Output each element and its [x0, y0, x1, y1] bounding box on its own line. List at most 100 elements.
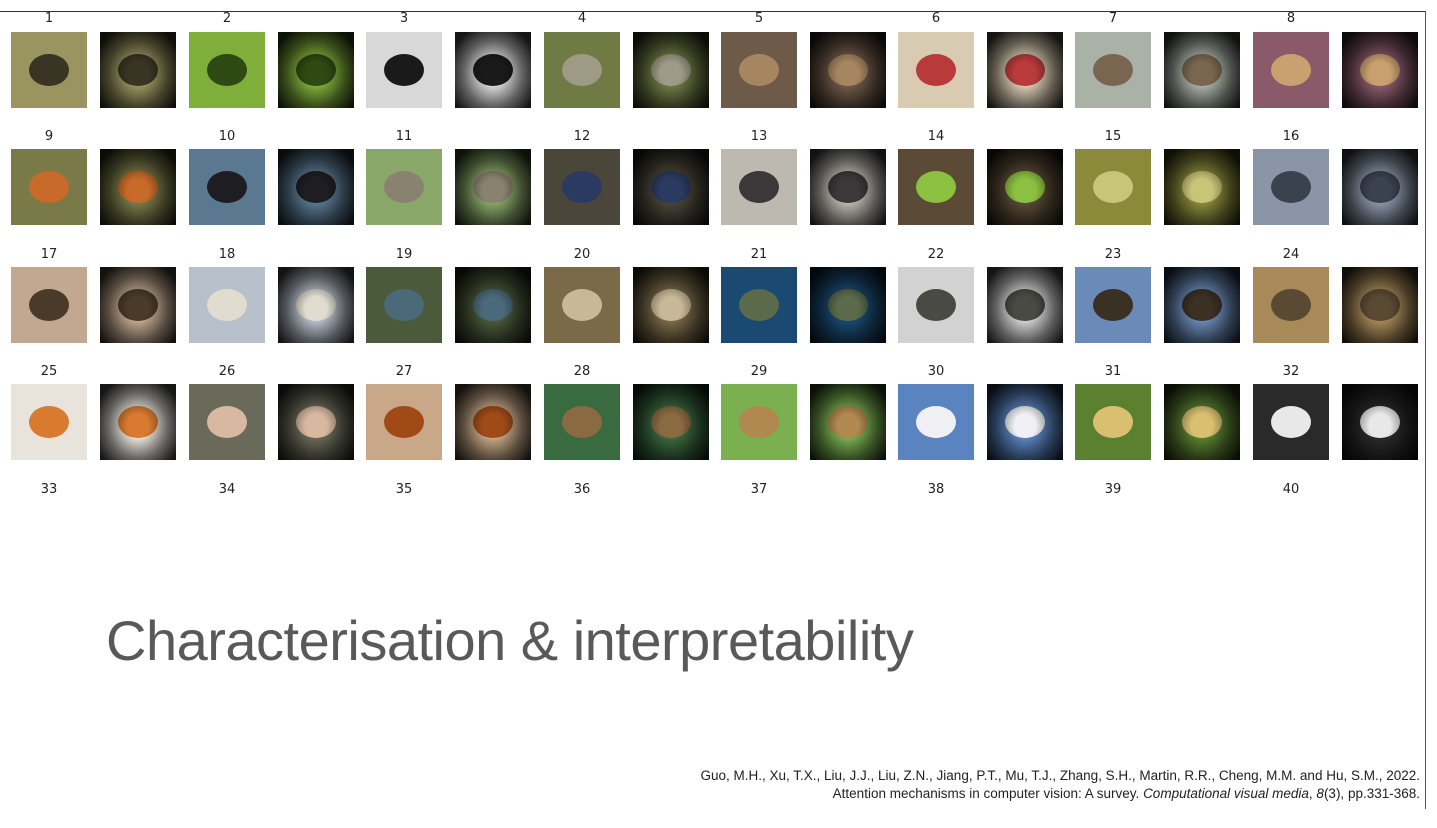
original-image-thumbnail — [1253, 384, 1329, 460]
attention-map-thumbnail — [100, 384, 176, 460]
attention-map-thumbnail — [987, 149, 1063, 225]
figure-number: 21 — [750, 247, 768, 262]
image-subject — [1093, 406, 1133, 438]
figure-number: 36 — [573, 482, 591, 497]
citation: Guo, M.H., Xu, T.X., Liu, J.J., Liu, Z.N… — [700, 767, 1420, 803]
image-subject — [562, 171, 602, 203]
original-image-thumbnail — [366, 149, 442, 225]
image-subject — [384, 289, 424, 321]
attention-map-thumbnail — [1342, 384, 1418, 460]
image-subject — [651, 406, 691, 438]
image-subject — [828, 289, 868, 321]
figure-number: 29 — [750, 364, 768, 379]
image-subject — [562, 289, 602, 321]
attention-map-thumbnail — [278, 32, 354, 108]
image-subject — [1360, 289, 1400, 321]
figure-number: 39 — [1104, 482, 1122, 497]
figure-number: 35 — [395, 482, 413, 497]
original-image-thumbnail — [898, 32, 974, 108]
attention-map-thumbnail — [455, 32, 531, 108]
original-image-thumbnail — [898, 149, 974, 225]
figure-number: 38 — [927, 482, 945, 497]
figure-number: 31 — [1104, 364, 1122, 379]
attention-map-thumbnail — [633, 32, 709, 108]
citation-volume: 8 — [1316, 786, 1324, 801]
attention-map-thumbnail — [278, 149, 354, 225]
original-image-thumbnail — [1075, 384, 1151, 460]
figure-number: 6 — [931, 11, 941, 26]
figure-number: 23 — [1104, 247, 1122, 262]
image-subject — [296, 54, 336, 86]
image-subject — [207, 406, 247, 438]
original-image-thumbnail — [721, 32, 797, 108]
figure-number: 24 — [1282, 247, 1300, 262]
figure-number: 18 — [218, 247, 236, 262]
figure-number: 14 — [927, 129, 945, 144]
figure-number: 32 — [1282, 364, 1300, 379]
original-image-thumbnail — [721, 149, 797, 225]
attention-map-thumbnail — [633, 267, 709, 343]
image-subject — [296, 171, 336, 203]
image-subject — [118, 289, 158, 321]
original-image-thumbnail — [544, 384, 620, 460]
figure-number: 22 — [927, 247, 945, 262]
attention-map-thumbnail — [278, 267, 354, 343]
image-subject — [562, 406, 602, 438]
attention-map-thumbnail — [810, 149, 886, 225]
image-subject — [118, 171, 158, 203]
attention-map-thumbnail — [987, 267, 1063, 343]
image-subject — [739, 406, 779, 438]
attention-map-thumbnail — [1164, 149, 1240, 225]
image-subject — [118, 54, 158, 86]
original-image-thumbnail — [544, 32, 620, 108]
figure-number: 8 — [1286, 11, 1296, 26]
figure-number: 30 — [927, 364, 945, 379]
original-image-thumbnail — [189, 384, 265, 460]
original-image-thumbnail — [1075, 267, 1151, 343]
figure-number: 37 — [750, 482, 768, 497]
attention-map-thumbnail — [455, 267, 531, 343]
figure-number: 28 — [573, 364, 591, 379]
image-subject — [473, 54, 513, 86]
image-subject — [916, 54, 956, 86]
original-image-thumbnail — [11, 149, 87, 225]
original-image-thumbnail — [721, 384, 797, 460]
image-subject — [739, 289, 779, 321]
image-subject — [651, 171, 691, 203]
frame-border-right — [1425, 11, 1426, 809]
frame-border-top — [0, 11, 1426, 12]
citation-line-1: Guo, M.H., Xu, T.X., Liu, J.J., Liu, Z.N… — [700, 768, 1420, 783]
figure-number: 17 — [40, 247, 58, 262]
figure-number: 27 — [395, 364, 413, 379]
figure-number: 3 — [399, 11, 409, 26]
attention-map-thumbnail — [810, 267, 886, 343]
figure-number: 25 — [40, 364, 58, 379]
image-subject — [1182, 54, 1222, 86]
image-subject — [1093, 54, 1133, 86]
original-image-thumbnail — [1253, 267, 1329, 343]
figure-number: 2 — [222, 11, 232, 26]
figure-number: 5 — [754, 11, 764, 26]
figure-number: 34 — [218, 482, 236, 497]
attention-map-thumbnail — [1342, 267, 1418, 343]
attention-map-thumbnail — [1164, 384, 1240, 460]
image-subject — [739, 171, 779, 203]
image-subject — [828, 54, 868, 86]
figure-number: 4 — [577, 11, 587, 26]
figure-number: 1 — [44, 11, 54, 26]
image-subject — [29, 406, 69, 438]
image-subject — [916, 406, 956, 438]
figure-number: 15 — [1104, 129, 1122, 144]
image-subject — [1271, 289, 1311, 321]
image-subject — [473, 171, 513, 203]
original-image-thumbnail — [366, 267, 442, 343]
image-subject — [828, 171, 868, 203]
image-subject — [1182, 289, 1222, 321]
image-subject — [828, 406, 868, 438]
attention-map-thumbnail — [1342, 32, 1418, 108]
figure-number: 16 — [1282, 129, 1300, 144]
original-image-thumbnail — [11, 267, 87, 343]
figure-number: 11 — [395, 129, 413, 144]
image-subject — [1005, 171, 1045, 203]
